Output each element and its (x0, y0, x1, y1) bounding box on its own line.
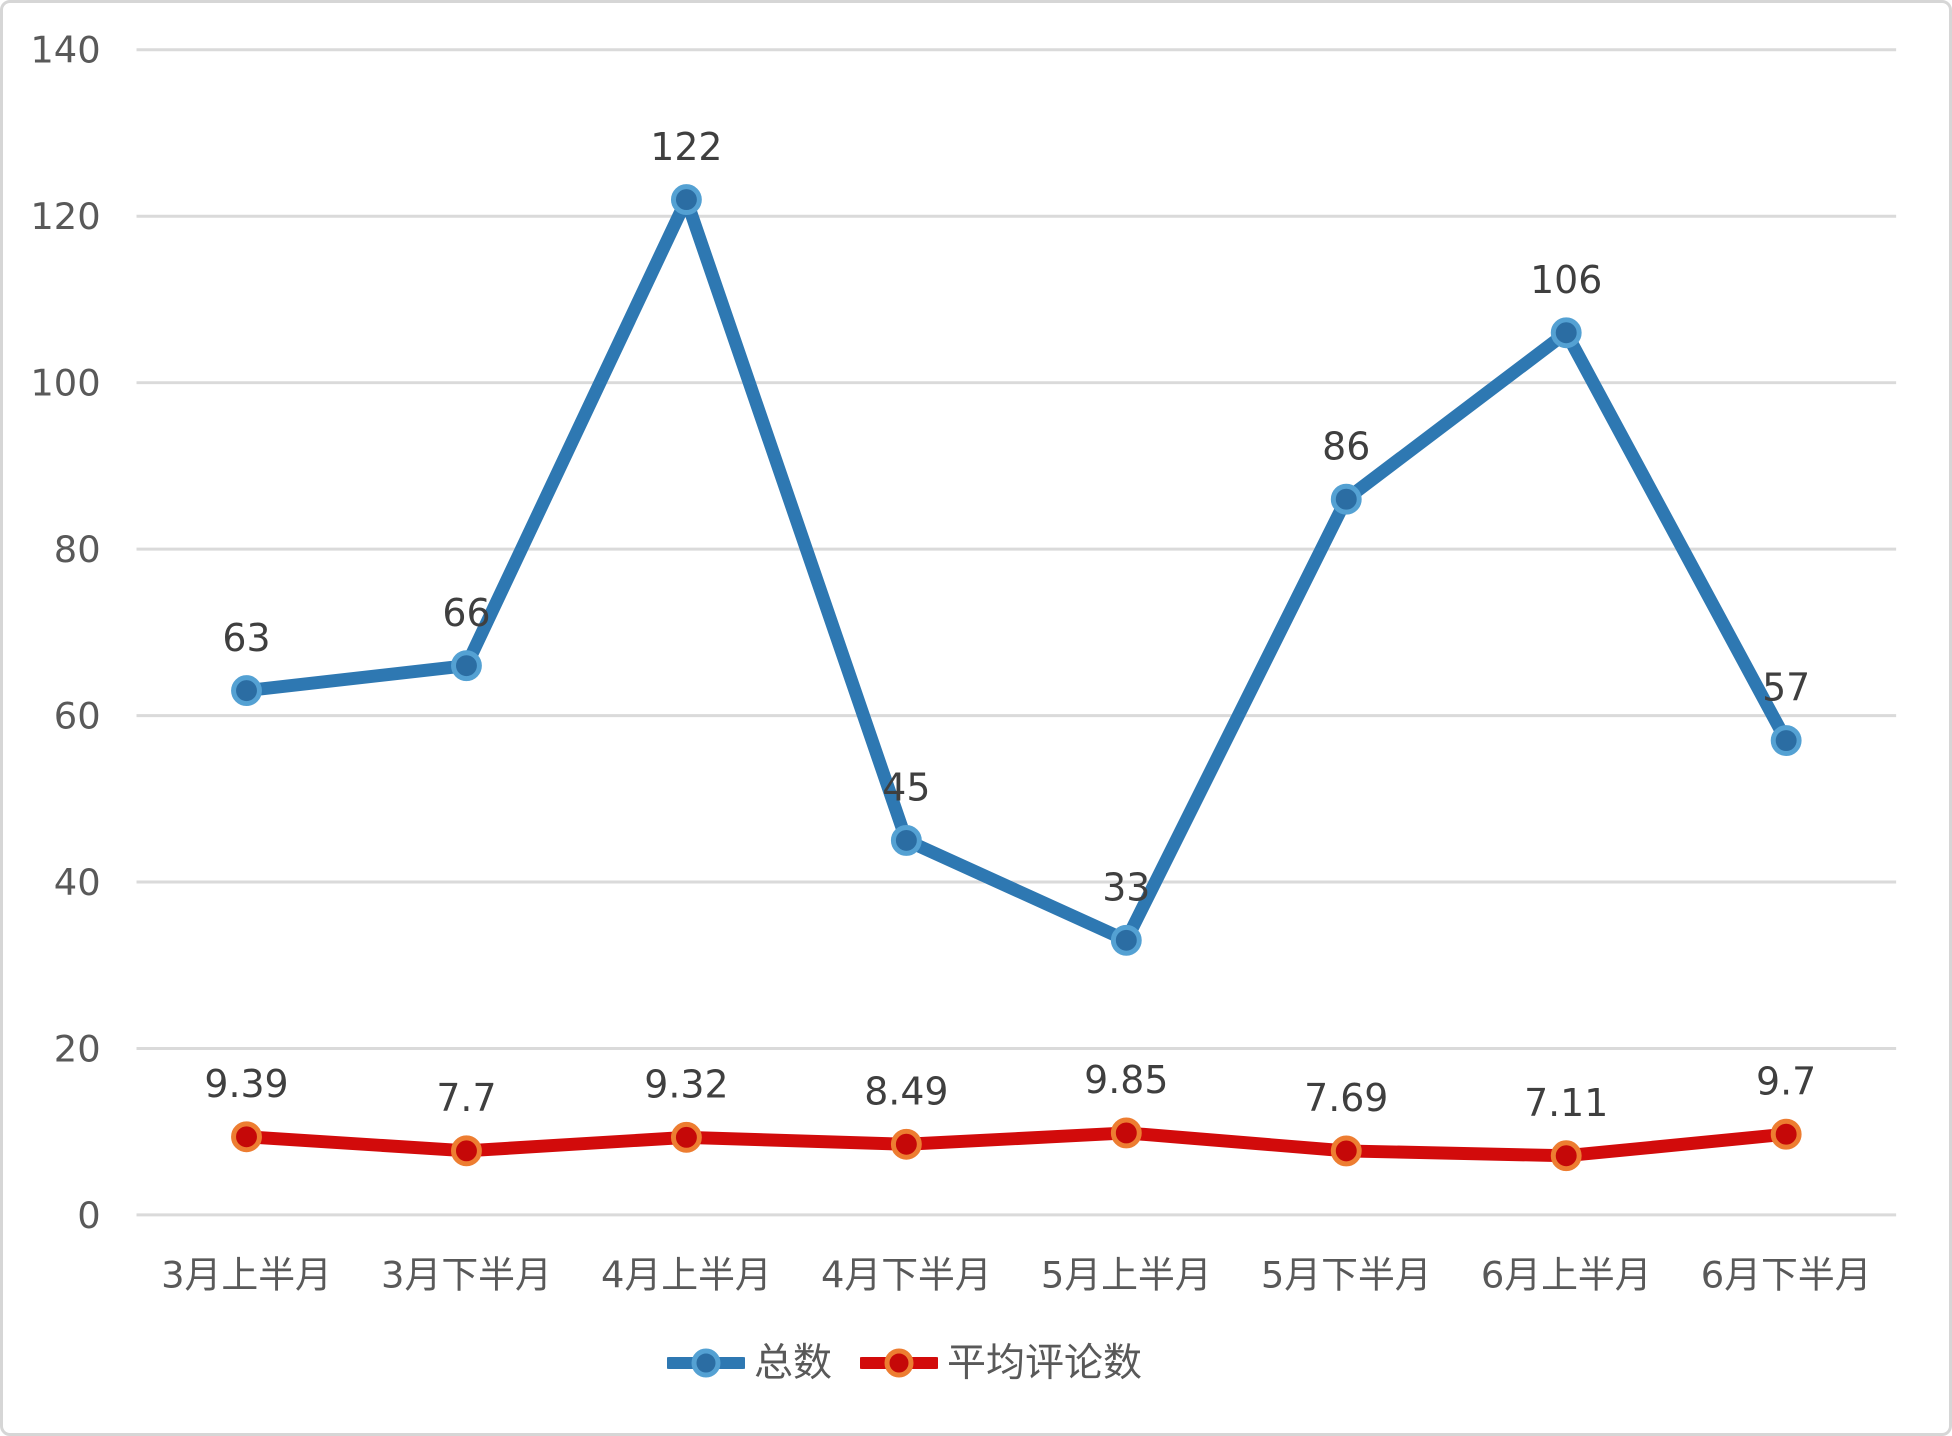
y-tick-label: 100 (30, 362, 100, 405)
total-series-data-label: 63 (222, 616, 270, 660)
total-series-data-label: 57 (1762, 666, 1810, 710)
average-comments-series-marker (1330, 1135, 1362, 1167)
total-series-data-label: 66 (442, 591, 490, 635)
total-series-marker (890, 824, 922, 856)
y-tick-label: 80 (54, 528, 101, 571)
series-lines (240, 193, 1793, 1163)
x-axis-labels: 3月上半月 3月下半月 4月上半月 4月下半月 5月上半月 5月下半月 6月上半月 6月下半月 (161, 1254, 1871, 1297)
legend-item-total: 总数 (667, 1343, 832, 1383)
total-series-line (240, 193, 1793, 947)
legend-label-average-comments: 平均评论数 (947, 1340, 1143, 1386)
legend-item-average-comments: 平均评论数 (860, 1343, 1142, 1383)
average-comments-series-data-label: 8.49 (864, 1069, 948, 1113)
average-comments-series-data-label: 9.32 (644, 1063, 728, 1107)
total-series-marker (670, 184, 702, 216)
total-series-marker (1110, 924, 1142, 956)
x-tick-label: 3月上半月 (161, 1254, 332, 1297)
y-tick-label: 120 (30, 195, 100, 238)
x-tick-label: 5月下半月 (1261, 1254, 1432, 1297)
total-series-marker (1330, 483, 1362, 515)
average-comments-series-marker (451, 1135, 482, 1167)
average-comments-series-line (240, 1126, 1793, 1163)
x-tick-label: 3月下半月 (381, 1254, 552, 1297)
average-comments-series-data-label: 7.7 (436, 1076, 496, 1120)
y-tick-label: 140 (30, 29, 100, 72)
y-axis-labels: 0 20 40 60 80 100 120 140 (30, 29, 100, 1237)
average-comments-series-marker (890, 1128, 922, 1160)
y-tick-label: 0 (77, 1194, 100, 1237)
y-tick-label: 60 (54, 695, 101, 738)
x-tick-label: 5月上半月 (1041, 1254, 1212, 1297)
total-series-marker (231, 675, 262, 707)
average-comments-series-marker (1770, 1118, 1802, 1150)
data-labels: 63 66 122 45 33 86 106 57 9.39 7.7 9.32 8.49 9.85 7.6… (204, 125, 1816, 1125)
x-tick-label: 6月上半月 (1481, 1254, 1652, 1297)
average-comments-series-marker (1110, 1117, 1142, 1149)
total-series-data-label: 45 (882, 766, 930, 810)
total-series-data-label: 122 (650, 125, 722, 169)
y-tick-label: 20 (54, 1027, 101, 1070)
average-comments-series-marker (670, 1121, 702, 1153)
average-comments-series-data-label: 9.39 (204, 1062, 288, 1106)
total-series-data-label: 86 (1322, 424, 1370, 468)
line-chart: 0 20 40 60 80 100 120 140 3月上半月 3月下半月 4月上半月 4月下半月 5… (30, 29, 1897, 1297)
average-comments-series-marker (231, 1121, 262, 1153)
total-series-data-label: 33 (1102, 865, 1150, 909)
total-series-marker (451, 650, 482, 682)
total-series-swatch-icon (667, 1348, 745, 1378)
legend: 总数 平均评论数 (667, 1343, 1142, 1383)
x-tick-label: 4月下半月 (821, 1254, 992, 1297)
total-series-data-label: 106 (1530, 258, 1602, 302)
average-comments-series-marker (1550, 1140, 1582, 1172)
series-markers (231, 184, 1802, 1172)
total-series-marker (1550, 317, 1582, 349)
total-series-marker (1770, 725, 1802, 756)
x-tick-label: 6月下半月 (1701, 1254, 1872, 1297)
gridlines (136, 48, 1897, 1217)
legend-label-total: 总数 (754, 1340, 833, 1386)
average-comments-series-data-label: 9.7 (1756, 1059, 1816, 1103)
x-tick-label: 4月上半月 (601, 1254, 772, 1297)
average-comments-series-data-label: 9.85 (1084, 1058, 1168, 1102)
average-comments-series-data-label: 7.69 (1304, 1076, 1388, 1120)
y-tick-label: 40 (54, 861, 101, 904)
average-comments-series-data-label: 7.11 (1524, 1081, 1608, 1125)
average-comments-series-swatch-icon (860, 1348, 939, 1378)
